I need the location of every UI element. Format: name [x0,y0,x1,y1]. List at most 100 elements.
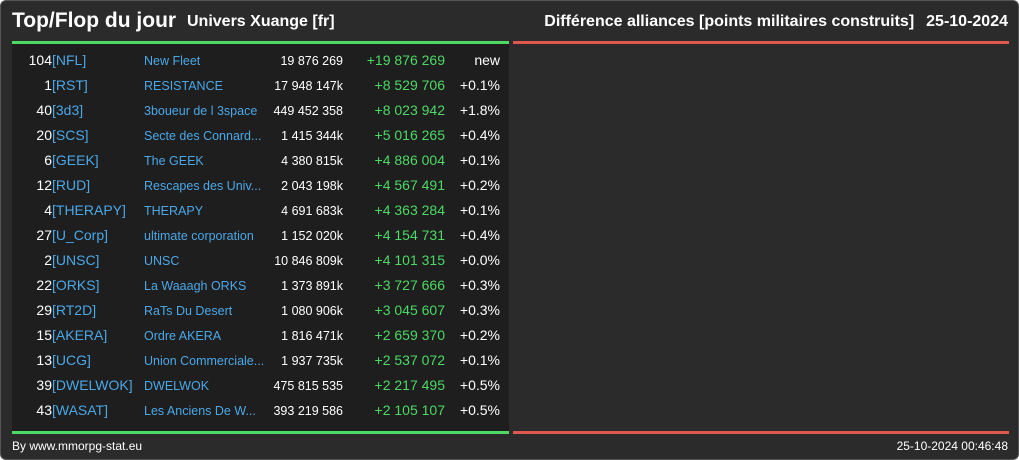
diff-cell: +2 105 107 [374,402,445,418]
rank-cell: 22 [36,277,52,293]
alliance-tag-link[interactable]: [RUD] [52,177,91,193]
header-right: Différence alliances [points militaires … [544,13,1008,31]
alliance-name-link[interactable]: DWELWOK [144,379,210,393]
percent-cell: +0.2% [459,177,500,193]
points-cell: 449 452 358 [273,104,343,118]
points-cell: 19 876 269 [280,54,343,68]
diff-cell: +4 363 284 [374,202,445,218]
table-row: 27 [U_Corp] ultimate corporation 1 152 020k… [12,224,509,249]
points-cell: 4 691 683k [281,204,343,218]
alliance-name-link[interactable]: ultimate corporation [144,229,254,243]
universe-label: Univers Xuange [fr] [187,13,335,30]
percent-cell: +0.1% [459,352,500,368]
header-date: 25-10-2024 [926,13,1008,30]
alliance-name-link[interactable]: La Waaagh ORKS [144,279,247,293]
rank-cell: 104 [28,52,52,68]
diff-cell: +2 659 370 [374,327,445,343]
points-cell: 1 152 020k [281,229,343,243]
alliance-name-link[interactable]: Rescapes des Univ... [144,179,262,193]
diff-cell: +8 023 942 [374,102,445,118]
top-list: 104 [NFL] New Fleet 19 876 269 +19 876 269 ne… [12,49,509,424]
rank-cell: 12 [36,177,52,193]
alliance-tag-link[interactable]: [3d3] [52,102,84,118]
table-row: 29 [RT2D] RaTs Du Desert 1 080 906k +3 045 6… [12,299,509,324]
rank-cell: 40 [36,102,52,118]
rank-cell: 43 [36,402,52,418]
alliance-tag-link[interactable]: [U_Corp] [52,227,109,243]
alliance-name-link[interactable]: New Fleet [144,54,201,68]
points-cell: 2 043 198k [281,179,343,193]
points-cell: 1 415 344k [281,129,343,143]
diff-cell: +4 886 004 [374,152,445,168]
alliance-name-link[interactable]: Les Anciens De W... [144,404,256,418]
subject-label: Différence alliances [points militaires … [544,13,915,30]
alliance-name-link[interactable]: RESISTANCE [144,79,223,93]
rank-cell: 13 [36,352,52,368]
table-row: 22 [ORKS] La Waaagh ORKS 1 373 891k +3 727 6… [12,274,509,299]
alliance-name-link[interactable]: Secte des Connard... [144,129,262,143]
diff-cell: +4 154 731 [374,227,445,243]
alliance-name-link[interactable]: The GEEK [144,154,204,168]
percent-cell: +0.4% [459,127,500,143]
alliance-name-link[interactable]: 3boueur de l 3space [144,104,258,118]
percent-cell: +0.5% [459,377,500,393]
percent-cell: +0.4% [459,227,500,243]
alliance-tag-link[interactable]: [RT2D] [52,302,97,318]
percent-cell: +0.3% [459,277,500,293]
alliance-name-link[interactable]: RaTs Du Desert [144,304,233,318]
alliance-tag-link[interactable]: [WASAT] [52,402,108,418]
diff-cell: +2 217 495 [374,377,445,393]
rank-cell: 27 [36,227,52,243]
percent-cell: +0.5% [459,402,500,418]
rank-cell: 20 [36,127,52,143]
alliance-tag-link[interactable]: [THERAPY] [52,202,126,218]
points-cell: 1 080 906k [281,304,343,318]
alliance-name-link[interactable]: Ordre AKERA [144,329,222,343]
bottom-divider-green [12,431,509,434]
alliance-tag-link[interactable]: [RST] [52,77,88,93]
percent-cell: +1.8% [459,102,500,118]
table-row: 15 [AKERA] Ordre AKERA 1 816 471k +2 659 370… [12,324,509,349]
diff-cell: +5 016 265 [374,127,445,143]
alliance-tag-link[interactable]: [NFL] [52,52,87,68]
alliance-name-link[interactable]: UNSC [144,254,180,268]
alliance-name-link[interactable]: THERAPY [144,204,204,218]
footer-timestamp: 25-10-2024 00:46:48 [896,439,1008,453]
table-row: 43 [WASAT] Les Anciens De W... 393 219 586 +… [12,399,509,424]
table-row: 39 [DWELWOK] DWELWOK 475 815 535 +2 217 495 +… [12,374,509,399]
alliance-tag-link[interactable]: [UCG] [52,352,91,368]
alliance-tag-link[interactable]: [ORKS] [52,277,100,293]
points-cell: 17 948 147k [274,79,343,93]
rank-cell: 15 [36,327,52,343]
table-row: 12 [RUD] Rescapes des Univ... 2 043 198k +4 … [12,174,509,199]
diff-cell: +4 101 315 [374,252,445,268]
percent-cell: +0.0% [459,252,500,268]
points-cell: 4 380 815k [281,154,343,168]
table-row: 40 [3d3] 3boueur de l 3space 449 452 358 +8 … [12,99,509,124]
flop-panel [513,44,1009,431]
table-row: 104 [NFL] New Fleet 19 876 269 +19 876 269 ne… [12,49,509,74]
diff-cell: +4 567 491 [374,177,445,193]
alliance-tag-link[interactable]: [GEEK] [52,152,99,168]
alliance-tag-link[interactable]: [UNSC] [52,252,100,268]
percent-cell: +0.1% [459,152,500,168]
top-divider-green [12,41,509,44]
table-row: 2 [UNSC] UNSC 10 846 809k +4 101 315 +0.0% [12,249,509,274]
diff-cell: +2 537 072 [374,352,445,368]
rank-cell: 4 [44,202,52,218]
alliance-name-link[interactable]: Union Commerciale... [144,354,265,368]
percent-cell: +0.2% [459,327,500,343]
table-row: 13 [UCG] Union Commerciale... 1 937 735k +2 … [12,349,509,374]
rank-cell: 6 [44,152,52,168]
alliance-tag-link[interactable]: [SCS] [52,127,89,143]
alliance-tag-link[interactable]: [AKERA] [52,327,108,343]
table-row: 4 [THERAPY] THERAPY 4 691 683k +4 363 284 +0.… [12,199,509,224]
top-panel: 104 [NFL] New Fleet 19 876 269 +19 876 269 ne… [12,44,509,431]
points-cell: 1 816 471k [281,329,343,343]
points-cell: 475 815 535 [273,379,343,393]
percent-cell: +0.1% [459,202,500,218]
percent-cell: new [474,52,500,68]
alliance-tag-link[interactable]: [DWELWOK] [52,377,133,393]
rank-cell: 2 [44,252,52,268]
rank-cell: 29 [36,302,52,318]
